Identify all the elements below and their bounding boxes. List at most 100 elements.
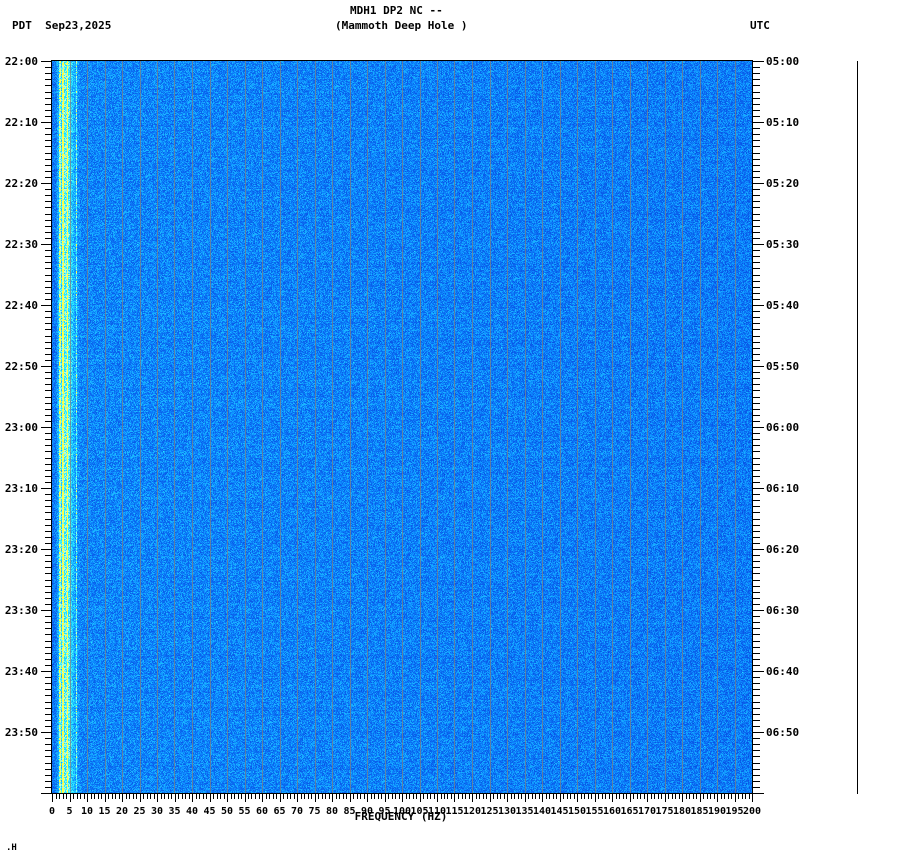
time-tick-minor-right <box>753 140 760 141</box>
freq-tick-minor <box>94 794 95 799</box>
time-tick-minor-left <box>45 214 52 215</box>
time-tick-minor-left <box>45 128 52 129</box>
time-tick-minor-left <box>45 689 52 690</box>
freq-tick-minor <box>623 794 624 799</box>
time-tick-label-left: 23:50 <box>4 726 38 739</box>
time-tick-minor-left <box>45 738 52 739</box>
freq-tick-label: 30 <box>150 806 164 817</box>
time-tick-minor-left <box>45 433 52 434</box>
time-tick-minor-left <box>45 439 52 440</box>
time-tick-minor-right <box>753 403 760 404</box>
freq-tick-major <box>735 794 736 802</box>
time-tick-major-left <box>41 488 52 489</box>
freq-tick-minor <box>518 794 519 799</box>
freq-tick-label: 130 <box>497 806 517 817</box>
freq-tick-major <box>122 794 123 802</box>
time-tick-minor-left <box>45 531 52 532</box>
freq-tick-minor <box>213 794 214 799</box>
time-tick-minor-left <box>45 445 52 446</box>
time-tick-minor-left <box>45 659 52 660</box>
time-tick-minor-right <box>753 390 760 391</box>
left-timezone-date-label: PDT Sep23,2025 <box>12 19 112 32</box>
time-tick-minor-right <box>753 458 760 459</box>
time-tick-minor-right <box>753 329 760 330</box>
freq-tick-minor <box>126 794 127 799</box>
time-tick-minor-right <box>753 159 760 160</box>
time-tick-minor-right <box>753 519 760 520</box>
time-tick-minor-right <box>753 342 760 343</box>
time-tick-minor-right <box>753 378 760 379</box>
freq-tick-minor <box>444 794 445 799</box>
freq-tick-minor <box>416 794 417 799</box>
time-tick-major-left <box>41 366 52 367</box>
time-tick-minor-right <box>753 116 760 117</box>
freq-tick-minor <box>626 794 627 799</box>
freq-tick-minor <box>430 794 431 799</box>
time-tick-minor-right <box>753 622 760 623</box>
freq-tick-label: 15 <box>98 806 111 817</box>
freq-tick-minor <box>220 794 221 799</box>
time-tick-label-right: 05:00 <box>766 55 800 68</box>
time-tick-minor-left <box>45 567 52 568</box>
freq-tick-minor <box>66 794 67 799</box>
freq-tick-minor <box>269 794 270 799</box>
time-tick-major-left <box>41 671 52 672</box>
freq-tick-major <box>157 794 158 802</box>
freq-tick-major <box>717 794 718 802</box>
right-timezone-label: UTC <box>750 19 770 32</box>
freq-tick-minor <box>521 794 522 799</box>
freq-tick-minor <box>77 794 78 799</box>
time-tick-minor-right <box>753 421 760 422</box>
time-tick-minor-left <box>45 714 52 715</box>
time-tick-major-left <box>41 305 52 306</box>
time-tick-minor-left <box>45 695 52 696</box>
freq-tick-minor <box>357 794 358 799</box>
time-tick-minor-left <box>45 85 52 86</box>
freq-tick-minor <box>91 794 92 799</box>
time-tick-minor-right <box>753 384 760 385</box>
time-tick-minor-right <box>753 494 760 495</box>
time-tick-minor-left <box>45 220 52 221</box>
corner-mark: .H <box>6 843 17 853</box>
time-tick-minor-left <box>45 348 52 349</box>
freq-tick-minor <box>217 794 218 799</box>
freq-tick-minor <box>409 794 410 799</box>
time-tick-minor-left <box>45 750 52 751</box>
freq-tick-minor <box>668 794 669 799</box>
freq-tick-major <box>245 794 246 802</box>
time-tick-minor-right <box>753 756 760 757</box>
freq-tick-label: 155 <box>585 806 604 817</box>
freq-tick-minor <box>115 794 116 799</box>
time-tick-minor-left <box>45 134 52 135</box>
freq-tick-label: 175 <box>655 806 674 817</box>
freq-tick-minor <box>749 794 750 799</box>
time-tick-minor-right <box>753 543 760 544</box>
freq-tick-minor <box>574 794 575 799</box>
time-tick-label-right: 06:40 <box>766 665 800 678</box>
freq-tick-minor <box>413 794 414 799</box>
time-tick-label-left: 23:10 <box>4 482 38 495</box>
time-tick-minor-right <box>753 104 760 105</box>
freq-tick-minor <box>255 794 256 799</box>
freq-tick-minor <box>465 794 466 799</box>
freq-tick-major <box>350 794 351 802</box>
freq-tick-major <box>542 794 543 802</box>
time-tick-minor-left <box>45 763 52 764</box>
freq-tick-minor <box>251 794 252 799</box>
time-tick-minor-right <box>753 397 760 398</box>
freq-tick-label: 65 <box>273 806 286 817</box>
freq-tick-minor <box>500 794 501 799</box>
freq-tick-minor <box>171 794 172 799</box>
freq-tick-minor <box>189 794 190 799</box>
time-axis-right <box>752 61 753 794</box>
time-tick-minor-right <box>753 165 760 166</box>
freq-tick-minor <box>451 794 452 799</box>
time-tick-minor-left <box>45 354 52 355</box>
freq-tick-label: 195 <box>725 806 744 817</box>
freq-tick-label: 145 <box>550 806 569 817</box>
freq-tick-minor <box>640 794 641 799</box>
freq-tick-label: 70 <box>290 806 304 817</box>
time-tick-major-right <box>753 122 764 123</box>
freq-tick-major <box>454 794 455 802</box>
time-tick-minor-left <box>45 189 52 190</box>
